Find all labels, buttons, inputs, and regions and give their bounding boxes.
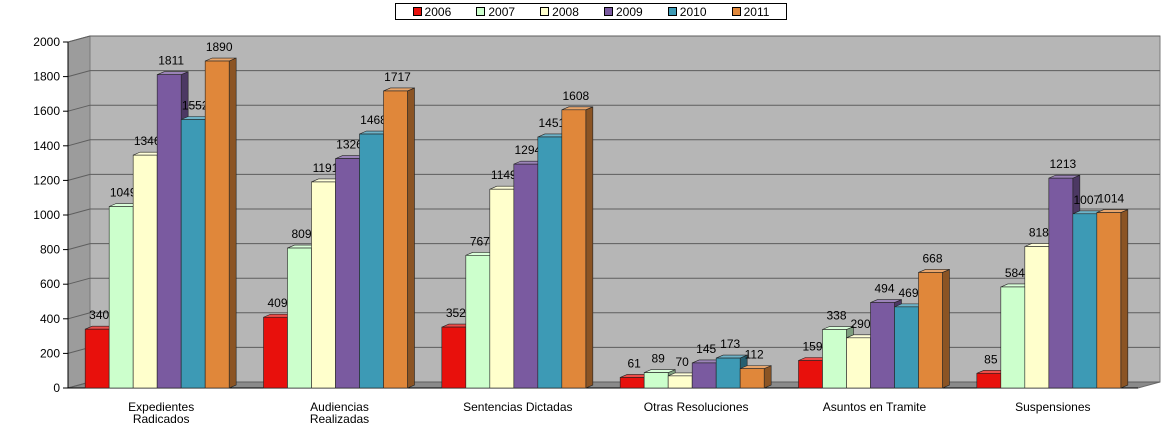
y-tick-label: 1800	[33, 70, 60, 84]
data-label: 1294	[514, 143, 541, 157]
data-label: 89	[651, 352, 665, 366]
y-tick-label: 600	[40, 277, 60, 291]
legend-swatch-2007	[476, 7, 486, 16]
data-label: 1014	[1097, 192, 1124, 206]
data-label: 1451	[538, 116, 565, 130]
data-label: 61	[627, 356, 641, 370]
legend-label-2008: 2008	[552, 4, 579, 19]
legend-item-2011: 2011	[731, 4, 770, 19]
bar-2011-4	[918, 268, 950, 389]
x-category-label: Sentencias Dictadas	[463, 400, 572, 414]
gridline	[67, 243, 1160, 251]
y-tick-label: 2000	[33, 35, 60, 49]
x-category-label: Asuntos en Tramite	[823, 400, 927, 414]
data-label: 767	[470, 234, 490, 248]
x-category-label: Radicados	[133, 412, 190, 426]
bar-2011-0	[204, 57, 237, 389]
data-label: 1049	[110, 186, 137, 200]
data-label: 290	[850, 317, 870, 331]
data-label: 112	[745, 348, 764, 362]
data-label: 818	[1029, 225, 1049, 239]
legend-label-2006: 2006	[424, 4, 452, 19]
x-category-label: Audiencias	[310, 400, 369, 414]
data-label: 1811	[158, 54, 184, 68]
chart-legend: 2006 2007 2008 2009 2010 2011	[395, 3, 787, 20]
legend-label-2011: 2011	[743, 4, 770, 19]
data-label: 1890	[206, 40, 233, 54]
y-tick-label: 1200	[33, 173, 60, 187]
data-label: 145	[696, 342, 716, 356]
legend-item-2008: 2008	[540, 5, 579, 19]
gridline	[67, 104, 1160, 112]
data-label: 1468	[360, 113, 387, 127]
y-tick-label: 0	[53, 381, 60, 395]
data-label: 1149	[491, 168, 517, 182]
bar-2011-2	[561, 106, 594, 389]
data-label: 340	[89, 308, 109, 322]
data-label: 1326	[336, 138, 363, 152]
data-label: 809	[291, 227, 311, 241]
x-category-label: Realizadas	[310, 412, 369, 426]
gridline	[67, 277, 1160, 285]
data-label: 1717	[384, 70, 411, 84]
data-label: 668	[922, 251, 942, 265]
data-label: 1608	[562, 89, 589, 103]
gridline	[67, 70, 1160, 78]
y-tick-label: 1600	[33, 104, 60, 118]
bar-2011-3	[739, 365, 772, 389]
y-tick-label: 1000	[33, 208, 60, 222]
x-category-label: Suspensiones	[1015, 400, 1090, 414]
legend-label-2007: 2007	[488, 4, 516, 19]
gridline	[67, 173, 1160, 181]
data-label: 494	[874, 282, 894, 296]
gridline	[67, 35, 1160, 43]
legend-swatch-2006	[412, 7, 422, 16]
legend-item-2009: 2009	[603, 4, 643, 19]
legend-swatch-2010	[667, 7, 677, 16]
data-label: 1346	[134, 134, 161, 148]
x-category-label: Otras Resoluciones	[644, 400, 749, 414]
x-category-label: Expedientes	[128, 400, 194, 414]
legend-item-2007: 2007	[476, 5, 515, 19]
data-label: 1007	[1073, 193, 1100, 207]
legend-label-2010: 2010	[679, 4, 707, 19]
data-label: 352	[446, 306, 466, 320]
y-tick-label: 1400	[33, 139, 60, 153]
data-label: 1191	[313, 161, 339, 175]
legend-swatch-2008	[540, 7, 550, 16]
gridline	[67, 312, 1160, 320]
legend-item-2006: 2006	[412, 4, 452, 19]
data-label: 338	[826, 309, 846, 323]
bar-2011-1	[383, 87, 415, 389]
data-label: 469	[898, 286, 918, 300]
data-label: 1552	[182, 99, 209, 113]
data-label: 409	[267, 296, 287, 310]
y-tick-label: 200	[40, 346, 60, 360]
legend-label-2009: 2009	[615, 4, 643, 19]
legend-swatch-2009	[603, 7, 613, 16]
gridline	[67, 139, 1160, 147]
legend-swatch-2011	[731, 7, 741, 16]
y-tick-label: 400	[40, 312, 60, 326]
gridline	[67, 208, 1160, 216]
data-label: 159	[802, 339, 822, 353]
bar-2011-5	[1096, 209, 1129, 389]
data-label: 70	[675, 355, 689, 369]
data-label: 173	[720, 337, 740, 351]
data-label: 85	[984, 352, 998, 366]
legend-item-2010: 2010	[667, 4, 707, 19]
data-label: 1213	[1049, 157, 1076, 171]
data-label: 584	[1005, 266, 1025, 280]
y-tick-label: 800	[40, 243, 60, 257]
